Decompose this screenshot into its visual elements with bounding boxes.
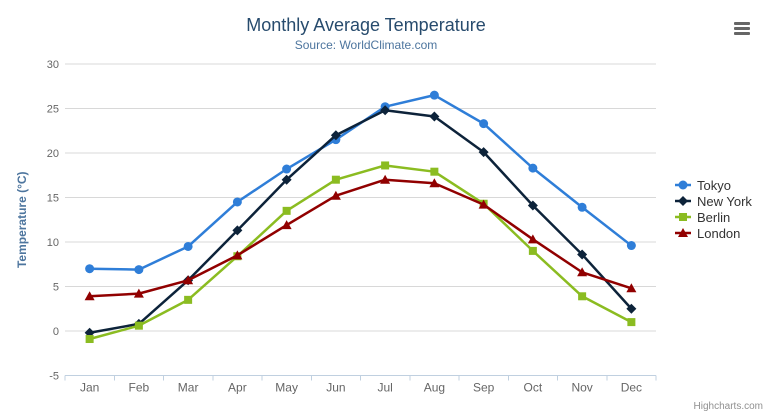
point-berlin-aug[interactable] [430,167,439,176]
y-axis-tick-label: 0 [53,326,59,338]
legend-item-tokyo[interactable]: Tokyo [675,177,752,193]
point-berlin-feb[interactable] [134,321,143,330]
hamburger-icon [734,26,750,30]
point-tokyo-nov[interactable] [577,202,587,212]
legend-item-london[interactable]: London [675,225,752,241]
x-axis-tick-label: Nov [571,381,592,395]
point-new-york-jul[interactable] [380,105,391,116]
square-marker-icon [679,213,687,221]
point-london-nov[interactable] [577,267,588,277]
legend-item-berlin[interactable]: Berlin [675,209,752,225]
point-london-feb[interactable] [133,288,144,298]
point-london-jan[interactable] [84,291,95,301]
point-new-york-jun[interactable] [330,130,341,141]
highcharts-credit-link[interactable]: Highcharts.com [693,401,763,412]
point-tokyo-feb[interactable] [134,265,144,275]
series-line-new-york [88,109,633,335]
circle-marker-icon [678,180,688,190]
point-new-york-apr[interactable] [232,225,243,236]
point-tokyo-may[interactable] [282,164,292,174]
series-line-berlin [88,164,633,341]
point-london-oct[interactable] [527,234,538,244]
point-berlin-dec[interactable] [627,318,636,327]
point-berlin-oct[interactable] [528,246,537,255]
point-berlin-jan[interactable] [85,335,94,344]
point-new-york-dec[interactable] [626,303,637,314]
point-tokyo-sep[interactable] [479,119,489,129]
y-axis-tick-label: 10 [47,237,59,249]
diamond-marker-icon [675,196,691,206]
chart-title: Monthly Average Temperature [246,15,486,35]
point-london-jul[interactable] [380,174,391,184]
point-tokyo-oct[interactable] [528,163,538,173]
x-axis-tick-label: Oct [524,381,543,395]
x-axis-tick-label: Mar [178,381,199,395]
point-new-york-sep[interactable] [478,147,489,158]
triangle-marker-icon [678,228,688,237]
y-axis-tick-label: 25 [47,104,59,116]
point-london-mar[interactable] [183,275,194,285]
triangle-marker-icon [675,228,691,237]
point-tokyo-mar[interactable] [183,241,193,251]
y-axis-tick-label: 20 [47,148,59,160]
x-axis-tick-label: Jan [80,381,99,395]
x-axis-tick-label: Jun [326,381,345,395]
x-axis-tick-label: Apr [228,381,247,395]
point-london-jun[interactable] [330,190,341,200]
point-tokyo-apr[interactable] [232,197,242,207]
hamburger-icon [734,31,750,35]
chart-subtitle: Source: WorldClimate.com [294,38,438,52]
circle-marker-icon [675,180,691,190]
square-marker-icon [675,213,691,221]
point-tokyo-jan[interactable] [85,264,95,274]
point-berlin-jul[interactable] [381,161,390,170]
point-london-dec[interactable] [626,283,637,293]
legend: Tokyo New York Berlin London [675,177,752,241]
point-new-york-oct[interactable] [527,200,538,211]
point-berlin-jun[interactable] [331,175,340,184]
legend-item-new-york[interactable]: New York [675,193,752,209]
point-tokyo-dec[interactable] [626,241,636,251]
point-london-sep[interactable] [478,199,489,209]
series-tokyo [85,90,636,275]
point-london-may[interactable] [281,220,292,230]
legend-label: New York [697,193,752,209]
series-line-london [88,178,633,298]
point-tokyo-aug[interactable] [429,90,439,100]
point-berlin-mar[interactable] [184,295,193,304]
point-london-aug[interactable] [429,178,440,188]
y-axis-title: Temperature (°C) [15,171,29,268]
point-new-york-nov[interactable] [577,249,588,260]
series-line-tokyo [88,93,633,271]
x-axis-tick-label: Aug [424,381,445,395]
x-axis-tick-label: Sep [473,381,495,395]
x-axis-tick-label: May [275,381,298,395]
y-axis-tick-label: -5 [49,371,59,383]
point-london-apr[interactable] [232,250,243,260]
diamond-marker-icon [678,196,688,206]
point-new-york-aug[interactable] [429,111,440,122]
point-new-york-may[interactable] [281,174,292,185]
legend-label: Tokyo [697,177,731,193]
legend-label: London [697,225,741,241]
x-axis-tick-label: Feb [129,381,150,395]
legend-label: Berlin [697,209,731,225]
x-axis-tick-label: Dec [621,381,642,395]
y-axis-tick-label: 30 [47,59,59,71]
hamburger-icon [734,21,750,25]
y-axis-tick-label: 5 [53,282,59,294]
series-new-york [84,105,637,338]
export-menu-button[interactable] [731,18,755,38]
y-axis-tick-label: 15 [47,193,59,205]
x-axis-tick-label: Jul [377,381,392,395]
point-berlin-nov[interactable] [578,292,587,301]
series-london [84,174,637,301]
point-berlin-may[interactable] [282,206,291,215]
